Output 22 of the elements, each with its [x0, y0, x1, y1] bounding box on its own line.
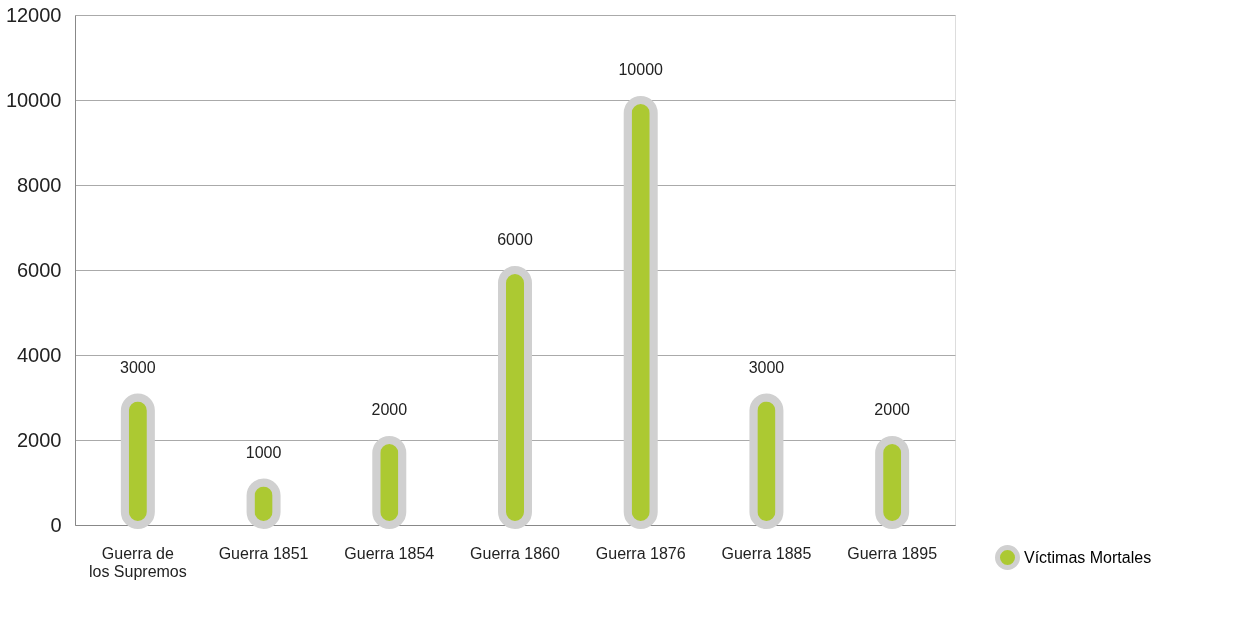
data-label: 2000 — [371, 401, 408, 418]
x-tick-label: Guerra 1876 — [595, 544, 686, 562]
y-tick-label: 10000 — [5, 88, 62, 111]
data-label: 10000 — [618, 61, 664, 78]
y-tick-label: 8000 — [17, 173, 62, 196]
legend-label: Víctimas Mortales — [1024, 548, 1152, 566]
y-tick-label: 12000 — [5, 3, 62, 26]
x-tick-label: Guerra 1885 — [721, 544, 812, 562]
y-tick-label: 6000 — [17, 258, 62, 281]
y-tick-label: 2000 — [17, 428, 62, 451]
x-tick-label: Guerra 1854 — [344, 544, 435, 562]
data-label: 2000 — [874, 401, 911, 418]
data-label: 3000 — [120, 358, 156, 376]
y-tick-label: 0 — [50, 513, 62, 536]
data-label: 1000 — [245, 443, 282, 461]
data-label: 6000 — [497, 231, 533, 248]
data-label: 3000 — [748, 358, 785, 376]
x-tick-label: Guerra 1860 — [470, 544, 561, 562]
x-tick-label: Guerra 1895 — [847, 544, 938, 562]
y-tick-label: 4000 — [17, 343, 62, 366]
x-tick-label: Guerra de los Supremos — [88, 544, 187, 580]
x-tick-label: Guerra 1851 — [218, 544, 309, 562]
